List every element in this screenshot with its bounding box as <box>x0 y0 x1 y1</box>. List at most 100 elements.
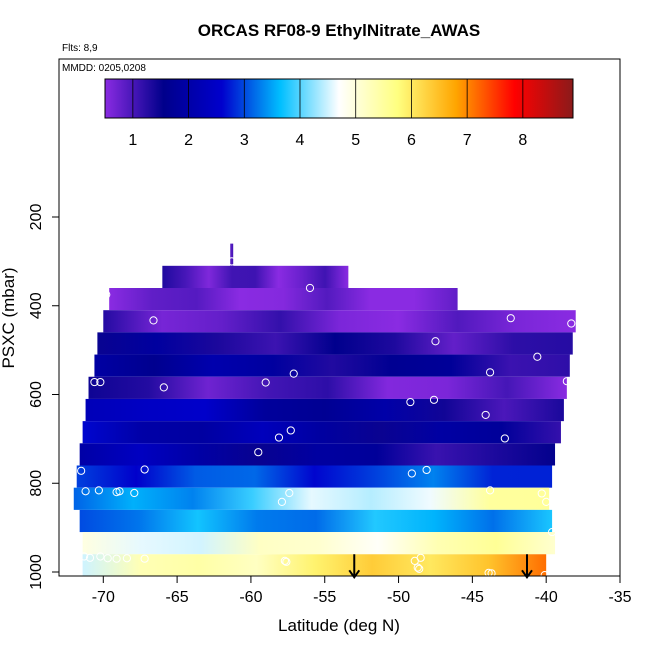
sample-point <box>429 395 439 404</box>
x-tick-label: -45 <box>461 589 484 606</box>
sample-point <box>81 487 90 496</box>
y-tick-label: 400 <box>28 292 45 319</box>
sample-point <box>562 377 571 386</box>
arrow-head <box>348 569 361 580</box>
sample-point <box>274 433 284 442</box>
y-tick-label: 200 <box>28 204 45 231</box>
sample-point <box>567 319 576 328</box>
sample-point <box>537 489 546 498</box>
arrow-head <box>521 569 533 580</box>
x-tick-label: -70 <box>92 589 115 606</box>
sample-point <box>416 553 425 562</box>
axes: -70 -65 -60 -55 -50 -45 -40 -35 200 400 600 800 1000 <box>28 204 632 606</box>
heat-layer <box>230 243 234 266</box>
sample-point <box>415 564 424 573</box>
colorbar-tick-label: 6 <box>407 132 416 149</box>
sample-point <box>487 569 496 578</box>
sample-point <box>540 571 549 580</box>
sample-point <box>413 563 422 572</box>
heat-layer <box>82 532 556 555</box>
chart-title: ORCAS RF08-9 EthylNitrate_AWAS <box>198 21 480 40</box>
sample-point <box>77 466 86 475</box>
heat-layer <box>82 421 561 444</box>
sample-point <box>112 554 121 563</box>
heat-layer <box>76 465 553 488</box>
sample-point <box>506 314 515 323</box>
colorbar-tick-label: 7 <box>463 132 472 149</box>
heat-layer <box>97 332 573 355</box>
colorbar-tick-label: 4 <box>296 132 305 149</box>
sample-point <box>285 488 294 498</box>
sample-point <box>280 556 289 566</box>
y-axis-label: PSXC (mbar) <box>0 267 18 368</box>
heat-layer <box>103 310 576 333</box>
colorbar-tick-label: 2 <box>184 132 193 149</box>
sample-point <box>547 527 557 537</box>
colorbar-tick-label: 1 <box>128 132 137 149</box>
colorbar-tick-label: 8 <box>518 132 527 149</box>
sample-point <box>406 397 415 407</box>
heatmap-layers <box>73 243 576 576</box>
sample-point <box>481 410 490 420</box>
sample-point <box>500 434 509 443</box>
heat-layer <box>82 554 547 576</box>
sample-points <box>65 257 576 580</box>
x-tick-label: -50 <box>387 589 410 606</box>
y-tick-label: 600 <box>28 381 45 408</box>
heat-layer <box>162 265 349 288</box>
colorbar: 1 2 3 4 5 6 7 8 <box>104 78 574 149</box>
sample-point <box>485 368 495 377</box>
x-tick-label: -60 <box>239 589 262 606</box>
sample-point <box>65 487 74 496</box>
x-tick-label: -65 <box>166 589 189 606</box>
x-tick-label: -40 <box>535 589 558 606</box>
sample-point <box>130 488 139 498</box>
heat-layer <box>79 443 556 466</box>
sample-point <box>254 448 263 457</box>
y-tick-label: 800 <box>28 470 45 497</box>
sample-point <box>305 283 315 293</box>
sample-point <box>286 426 295 435</box>
sample-point <box>79 552 89 561</box>
sample-point <box>533 352 542 361</box>
sample-point <box>85 553 95 562</box>
colorbar-tick-label: 5 <box>351 132 360 149</box>
sample-point <box>96 377 105 387</box>
sample-point <box>122 554 132 563</box>
sample-point <box>103 554 112 563</box>
sample-point <box>407 469 416 478</box>
sample-point <box>140 465 149 474</box>
sample-point <box>422 465 431 475</box>
heat-layer <box>73 487 550 510</box>
sample-point <box>149 316 158 325</box>
arrow-markers <box>348 554 533 580</box>
sample-point <box>277 497 287 506</box>
sample-point <box>102 290 111 299</box>
sample-point <box>282 557 291 566</box>
heat-layer <box>109 288 458 311</box>
sample-point <box>72 551 81 560</box>
sample-point <box>261 378 270 387</box>
sample-point <box>96 552 105 561</box>
colorbar-tick-label: 3 <box>240 132 249 149</box>
sample-point <box>159 383 168 392</box>
sample-point <box>431 337 440 346</box>
sample-point <box>94 486 103 495</box>
y-tick-label: 1000 <box>28 554 45 590</box>
sample-point <box>556 443 566 452</box>
heat-layer <box>88 376 567 399</box>
date-note: MMDD: 0205,0208 <box>62 63 146 74</box>
heat-layer <box>94 354 570 377</box>
sample-point <box>140 554 149 563</box>
colorbar-bar <box>104 78 574 119</box>
plot-frame <box>58 58 621 577</box>
x-tick-label: -35 <box>608 589 631 606</box>
heat-layer <box>85 398 564 422</box>
sample-point <box>542 497 551 506</box>
sample-point <box>115 487 124 496</box>
sample-point <box>90 377 99 387</box>
x-tick-label: -55 <box>313 589 336 606</box>
heat-layer <box>79 509 553 533</box>
sample-point <box>227 257 236 266</box>
